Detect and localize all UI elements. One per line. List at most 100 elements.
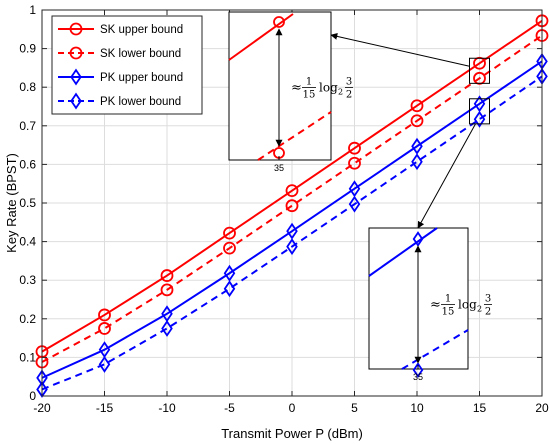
inset-tick-label: 35 [413, 372, 423, 382]
y-tick-label: 0.7 [19, 119, 36, 133]
math-log: log [458, 298, 477, 312]
math-sub: 2 [477, 305, 482, 314]
data-point [348, 141, 361, 155]
data-point [223, 280, 236, 298]
data-point [160, 269, 174, 282]
y-tick-label: 1 [29, 3, 36, 17]
zoom-box-pk [469, 98, 490, 125]
data-point [348, 180, 361, 198]
data-point [410, 99, 424, 113]
legend-item: PK lower bound [58, 92, 181, 110]
legend: SK upper bound SK lower bound PK upper bou… [51, 15, 203, 115]
math-num2: 3 [346, 77, 352, 88]
legend-box [51, 15, 203, 115]
series-line [41, 19, 543, 353]
legend-item: SK upper bound [58, 22, 183, 36]
x-tick-label: -10 [158, 401, 176, 415]
legend-label: PK lower bound [100, 96, 181, 108]
inset-box [228, 11, 332, 161]
data-point [473, 95, 486, 113]
data-point [98, 322, 111, 335]
data-point [223, 241, 236, 255]
data-point [223, 264, 236, 282]
math-den2: 2 [485, 307, 491, 318]
x-tick-label: -15 [96, 401, 114, 415]
data-point [285, 199, 299, 213]
inset-tick-label: 35 [274, 163, 284, 173]
inset-lower-line [257, 111, 332, 161]
connector-arrow-pk [417, 123, 476, 229]
y-tick-label: 0.1 [19, 350, 36, 364]
x-tick-label: 15 [473, 401, 487, 415]
math-approx: ≈ [291, 81, 302, 96]
x-tick-label: -5 [224, 401, 235, 415]
series-line [41, 34, 543, 363]
legend-label: SK upper bound [100, 24, 183, 36]
y-tick-label: 0.4 [19, 235, 36, 249]
data-point [160, 283, 174, 297]
x-tick-label: 5 [351, 401, 358, 415]
inset-upper-line [228, 13, 294, 61]
data-point [285, 184, 299, 198]
data-point [98, 355, 111, 373]
data-point [348, 195, 361, 213]
math-num: 1 [306, 77, 312, 88]
y-tick-label: 0.9 [19, 42, 36, 56]
data-point [286, 222, 298, 240]
axis-ticks: -20 -15 -10 -5 0 5 10 15 20 0 0.1 0.2 0.3 0.4 0.5 0.6 0.… [19, 3, 549, 415]
math-num: 1 [445, 294, 451, 305]
y-tick-label: 0.2 [19, 312, 36, 326]
legend-marker [70, 68, 82, 86]
math-approx: ≈ [430, 298, 441, 313]
zoom-box-sk [469, 57, 490, 84]
data-point [411, 137, 423, 155]
inset-lower-marker [412, 362, 424, 378]
series-line [41, 60, 543, 379]
inset-lower-line [401, 329, 469, 370]
data-point [286, 238, 298, 256]
math-den: 15 [303, 90, 316, 101]
data-point [223, 226, 236, 240]
x-tick-label: -20 [33, 401, 51, 415]
y-tick-label: 0 [29, 389, 36, 403]
math-num2: 3 [485, 294, 491, 305]
legend-label: SK lower bound [100, 48, 181, 60]
math-den2: 2 [346, 90, 352, 101]
legend-item: SK lower bound [58, 46, 181, 60]
data-point [410, 114, 424, 128]
inset-upper-marker [273, 16, 285, 28]
inset-upper-line [368, 227, 438, 277]
data-point [98, 308, 111, 322]
x-tick-label: 10 [410, 401, 424, 415]
legend-item: PK upper bound [58, 68, 183, 86]
x-axis-title: Transmit Power P (dBm) [221, 426, 363, 441]
legend-marker [69, 22, 83, 36]
legend-label: PK upper bound [100, 72, 183, 84]
y-tick-label: 0.3 [19, 273, 36, 287]
zoom-boxes [469, 57, 490, 125]
data-point [348, 156, 361, 170]
legend-marker [69, 46, 83, 60]
y-tick-label: 0.5 [19, 196, 36, 210]
math-log: log [319, 81, 338, 95]
x-tick-label: 20 [535, 401, 549, 415]
data-point [473, 110, 486, 128]
x-tick-label: 0 [289, 401, 296, 415]
y-axis-title: Key Rate (BPST) [4, 153, 19, 253]
legend-marker [70, 92, 82, 110]
inset-upper-marker [412, 231, 424, 247]
series-line [41, 75, 543, 391]
series-layer [35, 14, 549, 398]
data-point [411, 153, 423, 171]
connector-arrow-sk [330, 32, 470, 67]
data-point [161, 319, 173, 337]
math-sub: 2 [338, 88, 343, 97]
math-den: 15 [442, 307, 455, 318]
y-tick-label: 0.6 [19, 157, 36, 171]
